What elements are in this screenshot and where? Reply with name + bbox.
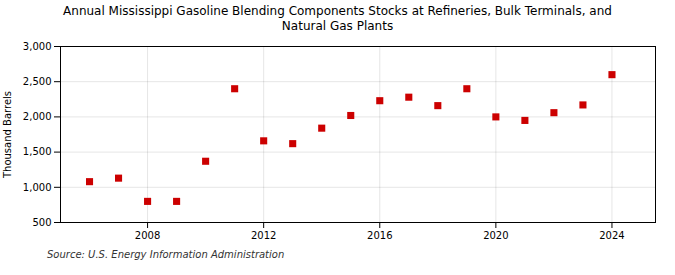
svg-text:2,000: 2,000 (23, 111, 52, 122)
svg-text:2024: 2024 (599, 230, 624, 241)
svg-text:2012: 2012 (251, 230, 276, 241)
svg-text:1,000: 1,000 (23, 182, 52, 193)
svg-text:500: 500 (32, 217, 51, 228)
svg-text:Thousand Barrels: Thousand Barrels (2, 91, 13, 179)
svg-text:3,000: 3,000 (23, 41, 52, 52)
svg-text:2020: 2020 (483, 230, 508, 241)
svg-text:2,500: 2,500 (23, 76, 52, 87)
html-text:Annual Mississippi Gasoline Bl: Annual Mississippi Gasoline Blending Com… (63, 4, 612, 33)
svg-text:1,500: 1,500 (23, 146, 52, 157)
svg-text:2008: 2008 (135, 230, 160, 241)
svg-text:2016: 2016 (367, 230, 392, 241)
html-text:Source: U.S. Energy Informatio: Source: U.S. Energy Information Administ… (47, 249, 285, 260)
